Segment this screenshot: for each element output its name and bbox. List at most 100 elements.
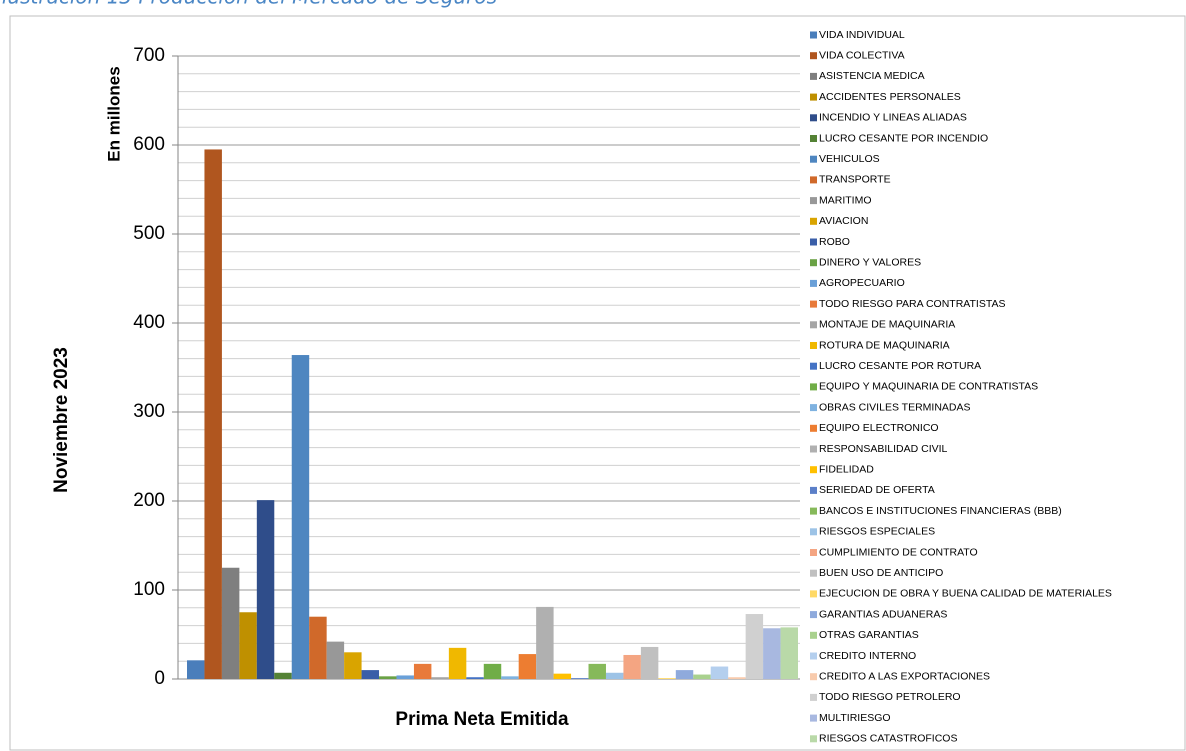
bar [379,676,397,679]
bar [483,663,502,679]
y-tick-label: 500 [133,223,165,244]
legend-label: TODO RIESGO PETROLERO [819,691,961,703]
bar [780,627,798,679]
legend-swatch [810,362,817,370]
y-tick-label: 300 [133,401,165,422]
bar [745,614,764,679]
legend-label: TODO RIESGO PARA CONTRATISTAS [819,298,1006,310]
bar [728,677,746,679]
legend-swatch [810,569,817,577]
bar [623,654,641,679]
legend-label: ACCIDENTES PERSONALES [819,91,961,103]
legend-swatch [810,72,817,80]
legend-label: AVIACION [819,215,868,227]
bar [274,672,292,679]
legend-label: BUEN USO DE ANTICIPO [819,567,943,579]
x-axis-category: Prima Neta Emitida [395,709,569,730]
legend-label: CUMPLIMIENTO DE CONTRATO [819,546,978,558]
bar [326,641,345,679]
legend-swatch [810,424,817,432]
y-tick-label: 400 [133,312,165,333]
legend-label: INCENDIO Y LINEAS ALIADAS [819,112,967,124]
legend-label: FIDELIDAD [819,463,874,475]
legend-label: BANCOS E INSTITUCIONES FINANCIERAS (BBB) [819,505,1062,517]
legend-swatch [810,507,817,515]
legend-swatch [810,300,817,308]
bar [396,675,414,679]
y-axis-title: En millones [104,66,123,161]
bar [361,670,380,679]
bar [466,677,484,679]
legend-swatch [810,714,817,722]
bar [675,670,694,679]
chart-title: Ilustración 13 Producción del Mercado de… [0,0,497,9]
bar [763,628,781,679]
bar [588,663,606,679]
legend-label: RIESGOS ESPECIALES [819,526,935,538]
legend-label: MARITIMO [819,194,872,206]
legend-swatch [810,549,817,556]
bar [518,654,537,679]
legend-label: ROTURA DE MAQUINARIA [819,339,950,351]
y-tick-label: 100 [133,579,165,600]
legend-swatch [810,486,817,494]
y-tick-label: 700 [133,45,165,66]
legend-label: RESPONSABILIDAD CIVIL [819,443,948,455]
bar [413,663,432,679]
legend-swatch [810,466,817,474]
bar [431,677,449,679]
legend-swatch [810,259,817,267]
legend-label: OBRAS CIVILES TERMINADAS [819,401,971,413]
legend-swatch [810,238,817,246]
bar [256,500,275,679]
bar [187,660,205,679]
y-tick-label: 0 [154,668,165,689]
y-tick-label: 600 [133,134,165,155]
chart-frame [9,15,1186,751]
bar [640,646,659,679]
legend-label: GARANTIAS ADUANERAS [819,608,947,620]
legend-label: VEHICULOS [819,153,880,165]
bar [658,678,676,679]
legend-label: EJECUCION DE OBRA Y BUENA CALIDAD DE MAT… [819,588,1112,600]
legend-label: DINERO Y VALORES [819,256,921,268]
legend-label: VIDA COLECTIVA [819,49,905,61]
bar [605,672,624,679]
legend-label: EQUIPO ELECTRONICO [819,422,939,434]
bar [291,355,310,679]
legend-label: SERIEDAD DE OFERTA [819,484,935,496]
legend-label: CREDITO A LAS EXPORTACIONES [819,670,990,682]
legend-label: LUCRO CESANTE POR ROTURA [819,360,981,372]
legend-label: OTRAS GARANTIAS [819,629,919,641]
legend-swatch [810,176,817,184]
bar [571,678,589,679]
legend-swatch [810,693,817,701]
legend-label: VIDA INDIVIDUAL [819,29,905,41]
bar [309,616,327,679]
legend-swatch [810,197,817,205]
legend-swatch [810,52,817,60]
legend-label: MONTAJE DE MAQUINARIA [819,319,955,331]
bar [221,567,240,679]
bar [501,676,519,679]
y-tick-label: 200 [133,490,165,511]
legend-swatch [810,321,817,329]
legend-swatch [810,611,817,619]
bar [693,674,711,679]
legend-label: ROBO [819,236,850,248]
legend-swatch [810,404,817,412]
legend-swatch [810,528,817,536]
bar [204,149,222,679]
legend-label: EQUIPO Y MAQUINARIA DE CONTRATISTAS [819,381,1038,393]
bar [710,666,729,679]
legend-label: MULTIRIESGO [819,712,891,724]
legend-swatch [810,445,817,453]
legend-swatch [810,135,817,142]
legend-swatch [810,31,817,39]
legend-swatch [810,155,817,163]
bar [553,673,572,679]
y-axis-title-2: Noviembre 2023 [51,347,72,493]
legend-swatch [810,590,817,598]
